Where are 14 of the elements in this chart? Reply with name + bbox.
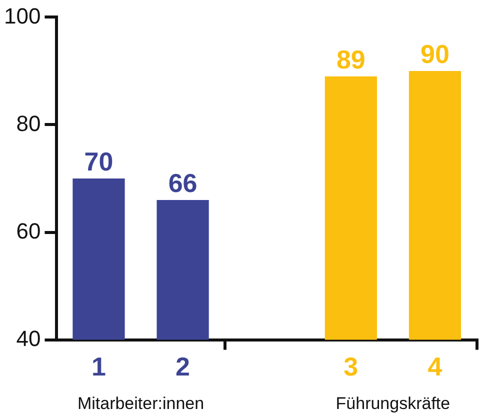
y-tick-label: 100 [4, 3, 41, 28]
y-tick-label: 40 [16, 326, 41, 351]
x-tick-label: 4 [428, 352, 443, 382]
data-label: 89 [336, 44, 366, 75]
data-label: 90 [420, 39, 450, 70]
x-tick-label: 3 [344, 352, 358, 382]
text: Führungskräfte [336, 394, 450, 414]
text: Mitarbeiter:innen [77, 394, 204, 414]
data-label: 70 [84, 146, 114, 177]
x-tick-label: 2 [176, 352, 190, 382]
y-tick-label: 80 [16, 110, 41, 136]
y-tick-label: 60 [16, 218, 41, 244]
data-label: 66 [168, 168, 198, 198]
x-tick-label: 1 [92, 352, 106, 382]
